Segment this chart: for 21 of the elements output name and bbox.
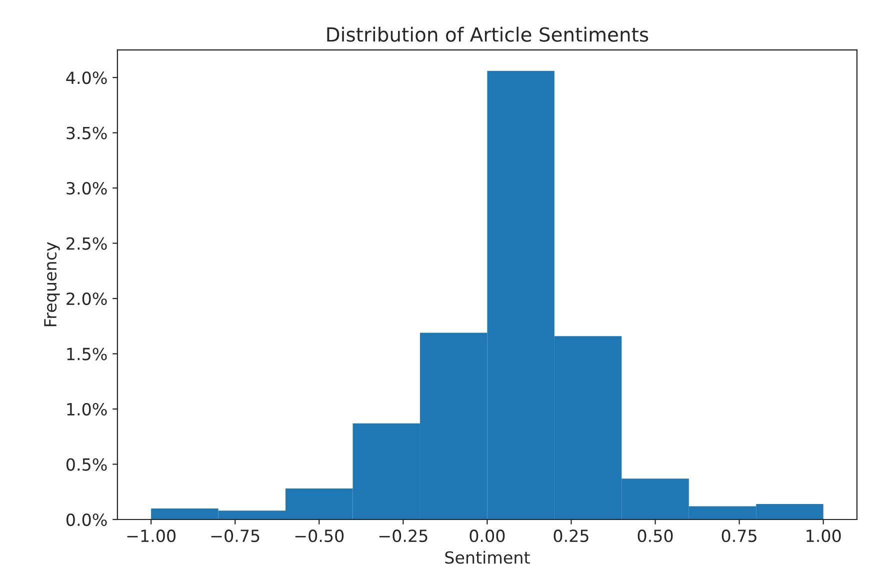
y-tick-label: 1.5% bbox=[67, 348, 107, 360]
x-tick-label: 0.25 bbox=[554, 530, 588, 542]
chart-title: Distribution of Article Sentiments bbox=[327, 26, 648, 42]
x-tick-label: −0.75 bbox=[211, 530, 260, 542]
y-tick-label: 2.0% bbox=[66, 292, 107, 306]
y-tick-label: 3.0% bbox=[66, 182, 107, 195]
x-tick-label: 0.75 bbox=[722, 530, 756, 542]
y-tick-label: 2.5% bbox=[66, 237, 107, 250]
y-tick-label: 0.5% bbox=[66, 458, 107, 471]
x-tick-label: 0.00 bbox=[470, 530, 505, 542]
y-axis-title: Frequency bbox=[44, 242, 60, 326]
x-tick-label: −0.50 bbox=[295, 530, 344, 542]
x-tick-label: 0.50 bbox=[638, 530, 673, 542]
x-tick-label: 1.00 bbox=[806, 530, 841, 542]
y-tick-label: 3.5% bbox=[66, 126, 107, 140]
y-tick-label: 0.0% bbox=[66, 513, 107, 526]
y-tick-label: 4.0% bbox=[66, 71, 107, 84]
x-tick-label: −1.00 bbox=[127, 530, 176, 542]
x-tick-label: −0.25 bbox=[379, 530, 428, 542]
x-axis-title: Sentiment bbox=[445, 550, 530, 564]
y-tick-label: 1.0% bbox=[67, 402, 107, 416]
